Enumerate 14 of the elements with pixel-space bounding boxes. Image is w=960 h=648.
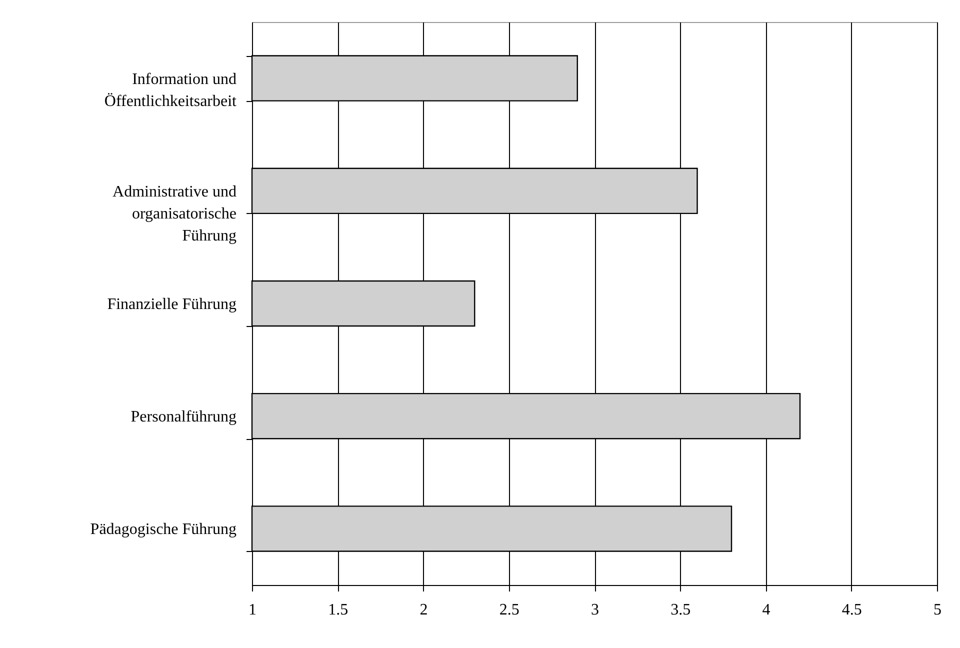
y-tick-label: Pädagogische Führung xyxy=(90,521,236,538)
x-tick-label: 1 xyxy=(248,602,256,618)
y-tick-label: Finanzielle Führung xyxy=(107,296,236,313)
x-tick-label: 3 xyxy=(591,602,599,618)
x-tick-label: 2.5 xyxy=(499,602,520,618)
y-tick-label: Administrative und organisatorische Führung xyxy=(112,183,236,244)
y-tick-label: Information und Öffentlichkeitsarbeit xyxy=(104,70,238,110)
x-tick-label: 1.5 xyxy=(328,602,348,618)
x-tick-label: 2 xyxy=(420,602,428,618)
x-tick-label: 3.5 xyxy=(670,602,691,618)
x-tick-label: 4 xyxy=(762,602,770,618)
y-tick-label: Personalführung xyxy=(130,408,236,426)
x-tick-label: 4.5 xyxy=(842,602,862,618)
x-tick-label: 5 xyxy=(934,602,942,618)
